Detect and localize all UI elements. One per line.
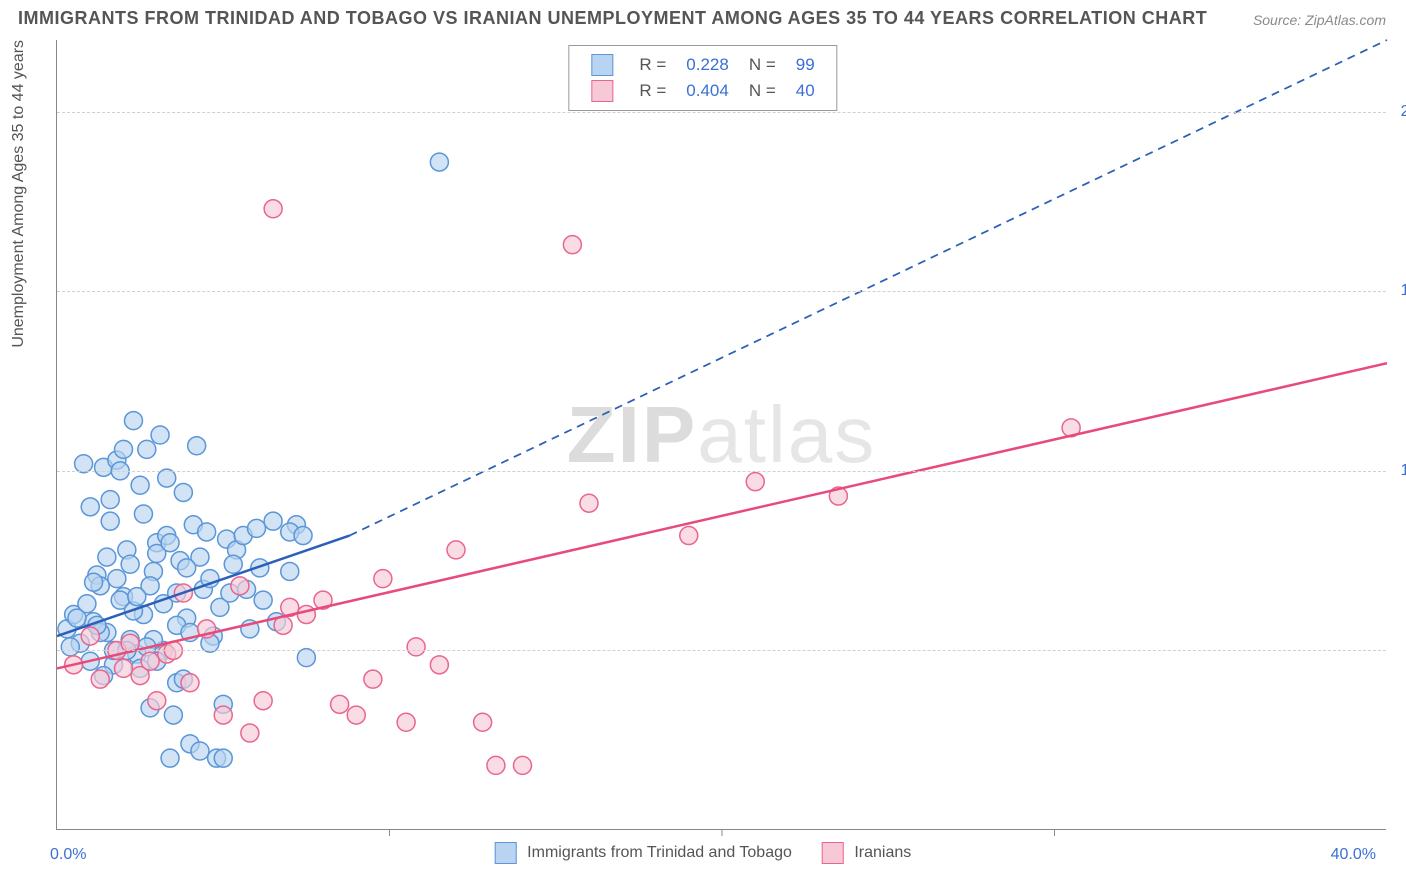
trend-line — [57, 363, 1387, 668]
swatch-icon — [591, 80, 613, 102]
plot-area: ZIPatlas 5.0%10.0%15.0%20.0% — [56, 40, 1386, 830]
scatter-point — [407, 638, 425, 656]
legend-label: Immigrants from Trinidad and Tobago — [527, 844, 792, 861]
scatter-point — [61, 638, 79, 656]
x-tick-max: 40.0% — [1331, 846, 1376, 864]
scatter-point — [746, 473, 764, 491]
scatter-point — [141, 652, 159, 670]
scatter-point — [131, 476, 149, 494]
swatch-icon — [591, 54, 613, 76]
swatch-icon — [495, 842, 517, 864]
scatter-point — [81, 498, 99, 516]
scatter-point — [161, 534, 179, 552]
scatter-point — [397, 713, 415, 731]
scatter-point — [563, 236, 581, 254]
scatter-point — [347, 706, 365, 724]
scatter-point — [214, 706, 232, 724]
scatter-point — [134, 505, 152, 523]
scatter-point — [188, 437, 206, 455]
scatter-point — [580, 494, 598, 512]
scatter-point — [254, 591, 272, 609]
trend-line-dashed — [350, 40, 1387, 536]
scatter-point — [514, 756, 532, 774]
scatter-point — [101, 491, 119, 509]
scatter-point — [181, 674, 199, 692]
legend-item-1: Iranians — [822, 842, 911, 864]
scatter-point — [151, 426, 169, 444]
scatter-point — [108, 570, 126, 588]
scatter-point — [174, 483, 192, 501]
scatter-point — [297, 606, 315, 624]
scatter-point — [241, 724, 259, 742]
correlation-legend: R =0.228 N =99 R =0.404 N =40 — [568, 45, 837, 111]
scatter-point — [115, 659, 133, 677]
scatter-point — [231, 577, 249, 595]
legend-row-0: R =0.228 N =99 — [581, 52, 824, 78]
swatch-icon — [822, 842, 844, 864]
scatter-point — [164, 706, 182, 724]
scatter-point — [138, 440, 156, 458]
scatter-point — [214, 749, 232, 767]
chart-svg — [57, 40, 1386, 829]
scatter-point — [248, 519, 266, 537]
scatter-point — [85, 573, 103, 591]
gridline — [57, 471, 1386, 472]
y-tick-label: 10.0% — [1391, 462, 1406, 480]
scatter-point — [128, 588, 146, 606]
gridline — [57, 291, 1386, 292]
scatter-point — [224, 555, 242, 573]
legend-item-0: Immigrants from Trinidad and Tobago — [495, 842, 792, 864]
scatter-point — [98, 548, 116, 566]
scatter-point — [254, 692, 272, 710]
scatter-point — [191, 742, 209, 760]
scatter-point — [294, 527, 312, 545]
scatter-point — [430, 656, 448, 674]
scatter-point — [680, 527, 698, 545]
scatter-point — [281, 562, 299, 580]
scatter-point — [474, 713, 492, 731]
legend-row-1: R =0.404 N =40 — [581, 78, 824, 104]
series-legend: Immigrants from Trinidad and Tobago Iran… — [495, 842, 912, 864]
scatter-point — [374, 570, 392, 588]
y-tick-label: 5.0% — [1391, 641, 1406, 659]
scatter-point — [161, 749, 179, 767]
scatter-point — [101, 512, 119, 530]
y-tick-label: 20.0% — [1391, 103, 1406, 121]
scatter-point — [364, 670, 382, 688]
scatter-point — [264, 200, 282, 218]
scatter-point — [91, 670, 109, 688]
scatter-point — [148, 692, 166, 710]
chart-title: IMMIGRANTS FROM TRINIDAD AND TOBAGO VS I… — [18, 8, 1207, 29]
source-label: Source: ZipAtlas.com — [1253, 12, 1386, 28]
scatter-point — [430, 153, 448, 171]
scatter-point — [178, 559, 196, 577]
gridline — [57, 112, 1386, 113]
scatter-point — [115, 440, 133, 458]
scatter-point — [124, 412, 142, 430]
y-axis-label: Unemployment Among Ages 35 to 44 years — [10, 40, 28, 348]
scatter-point — [487, 756, 505, 774]
scatter-point — [81, 627, 99, 645]
scatter-point — [68, 609, 86, 627]
scatter-point — [264, 512, 282, 530]
y-tick-label: 15.0% — [1391, 282, 1406, 300]
scatter-point — [121, 555, 139, 573]
scatter-point — [331, 695, 349, 713]
gridline — [57, 650, 1386, 651]
scatter-point — [198, 523, 216, 541]
x-tick-min: 0.0% — [50, 846, 86, 864]
scatter-point — [447, 541, 465, 559]
legend-label: Iranians — [854, 844, 911, 861]
